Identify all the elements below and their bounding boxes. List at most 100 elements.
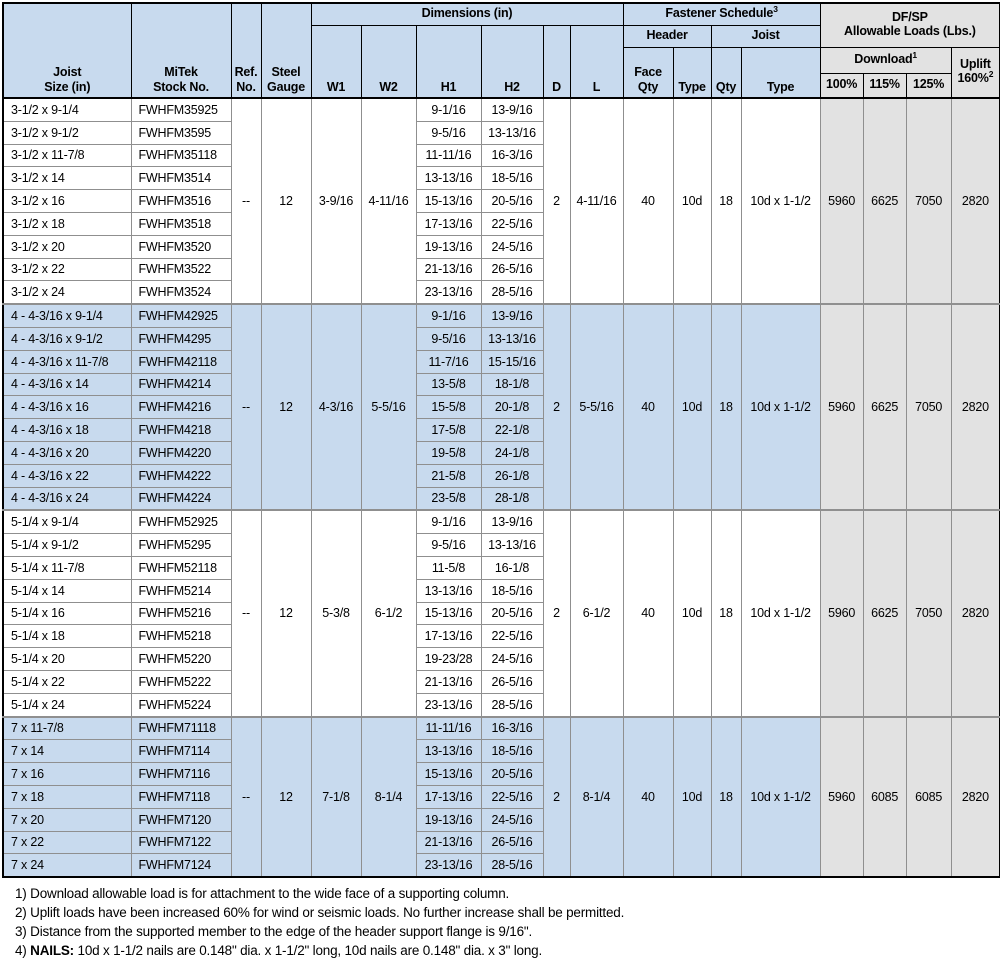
h2-cell: 22-5/16 — [480, 624, 544, 649]
joist-size-cell: 4 - 4-3/16 x 18 — [2, 418, 132, 442]
w2-cell: 8-1/4 — [360, 716, 417, 878]
w1-cell: 4-3/16 — [310, 303, 362, 511]
table-row: 3-1/2 x 16 FWHFM3516 15-13/16 20-5/16 — [2, 189, 1000, 213]
table-row: 3-1/2 x 11-7/8 FWHFM35118 11-11/16 16-3/16 — [2, 143, 1000, 168]
h2-cell: 24-5/16 — [480, 647, 544, 671]
col-header-joist-size: Joist Size (in) — [2, 2, 132, 99]
h2-cell: 28-1/8 — [480, 486, 544, 511]
h1-cell: 15-13/16 — [415, 762, 482, 786]
h1-cell: 23-13/16 — [415, 692, 482, 718]
stock-no-cell: FWHFM7114 — [130, 739, 232, 764]
joist-size-cell: 5-1/4 x 9-1/4 — [2, 509, 132, 535]
stock-no-cell: FWHFM52118 — [130, 555, 232, 580]
steel-gauge-cell: 12 — [260, 509, 312, 718]
w1-cell: 3-9/16 — [310, 97, 362, 305]
joist-size-cell: 4 - 4-3/16 x 11-7/8 — [2, 349, 132, 374]
footnote-2: 2) Uplift loads have been increased 60% … — [15, 905, 625, 921]
download-125-cell: 7050 — [905, 509, 952, 718]
h2-cell: 28-5/16 — [480, 280, 544, 305]
col-header-ref-no: Ref. No. — [230, 2, 262, 99]
table-row: 3-1/2 x 9-1/2 FWHFM3595 9-5/16 13-13/16 — [2, 120, 1000, 145]
h1-cell: 19-13/16 — [415, 234, 482, 259]
col-header-header-type: Type — [672, 46, 712, 99]
h1-cell: 11-11/16 — [415, 143, 482, 168]
table-row: 7 x 22 FWHFM7122 21-13/16 26-5/16 — [2, 830, 1000, 855]
joist-size-cell: 5-1/4 x 11-7/8 — [2, 555, 132, 580]
joist-size-group-2: 4 - 4-3/16 x 9-1/4 FWHFM42925 -- 12 4-3/16 5-… — [2, 303, 1000, 511]
h1-cell: 17-5/8 — [415, 418, 482, 442]
header-nail-type-cell: 10d — [672, 716, 712, 878]
stock-no-cell: FWHFM5214 — [130, 578, 232, 603]
header-nail-type-cell: 10d — [672, 303, 712, 511]
steel-gauge-cell: 12 — [260, 716, 312, 878]
h1-cell: 23-13/16 — [415, 280, 482, 305]
table-row: 5-1/4 x 11-7/8 FWHFM52118 11-5/8 16-1/8 — [2, 555, 1000, 580]
col-group-header-fasteners: Header — [622, 24, 712, 48]
joist-size-group-4: 7 x 11-7/8 FWHFM71118 -- 12 7-1/8 8-1/4 11-11/… — [2, 716, 1000, 878]
joist-size-cell: 4 - 4-3/16 x 9-1/4 — [2, 303, 132, 328]
table-row: 3-1/2 x 22 FWHFM3522 21-13/16 26-5/16 — [2, 257, 1000, 282]
h2-cell: 22-5/16 — [480, 211, 544, 236]
face-qty-cell: 40 — [622, 97, 674, 305]
h1-cell: 21-13/16 — [415, 669, 482, 694]
h2-cell: 26-1/8 — [480, 463, 544, 488]
h2-cell: 18-5/16 — [480, 739, 544, 764]
stock-no-cell: FWHFM3522 — [130, 257, 232, 282]
stock-no-cell: FWHFM3595 — [130, 120, 232, 145]
col-header-joist-type: Type — [740, 46, 821, 99]
h2-cell: 22-1/8 — [480, 418, 544, 442]
stock-no-cell: FWHFM3514 — [130, 166, 232, 191]
uplift-cell: 2820 — [950, 97, 1000, 305]
stock-no-cell: FWHFM7122 — [130, 830, 232, 855]
h2-cell: 16-3/16 — [480, 143, 544, 168]
joist-size-cell: 7 x 14 — [2, 739, 132, 764]
h1-cell: 17-13/16 — [415, 624, 482, 649]
joist-size-cell: 7 x 24 — [2, 853, 132, 878]
joist-size-cell: 3-1/2 x 18 — [2, 211, 132, 236]
stock-no-cell: FWHFM4224 — [130, 486, 232, 511]
stock-no-cell: FWHFM5295 — [130, 533, 232, 557]
table-row: 4 - 4-3/16 x 9-1/4 FWHFM42925 -- 12 4-3/16 5-… — [2, 303, 1000, 511]
h2-cell: 18-5/16 — [480, 166, 544, 191]
joist-size-cell: 3-1/2 x 16 — [2, 189, 132, 213]
table-row: 4 - 4-3/16 x 20 FWHFM4220 19-5/8 24-1/8 — [2, 440, 1000, 465]
table-row: 4 - 4-3/16 x 24 FWHFM4224 23-5/8 28-1/8 — [2, 486, 1000, 511]
h2-cell: 16-1/8 — [480, 555, 544, 580]
ref-no-cell: -- — [230, 303, 262, 511]
stock-no-cell: FWHFM42925 — [130, 303, 232, 328]
stock-no-cell: FWHFM7118 — [130, 784, 232, 809]
joist-size-cell: 5-1/4 x 9-1/2 — [2, 533, 132, 557]
col-header-stock-no: MiTek Stock No. — [130, 2, 232, 99]
d-cell: 2 — [542, 509, 571, 718]
h1-cell: 15-13/16 — [415, 189, 482, 213]
h2-cell: 13-13/16 — [480, 533, 544, 557]
stock-no-cell: FWHFM4216 — [130, 395, 232, 420]
col-header-125: 125% — [905, 72, 952, 99]
h2-cell: 13-9/16 — [480, 303, 544, 328]
l-cell: 6-1/2 — [569, 509, 624, 718]
stock-no-cell: FWHFM4218 — [130, 418, 232, 442]
joist-size-cell: 5-1/4 x 18 — [2, 624, 132, 649]
joist-size-cell: 5-1/4 x 22 — [2, 669, 132, 694]
h1-cell: 9-5/16 — [415, 533, 482, 557]
table-row: 7 x 16 FWHFM7116 15-13/16 20-5/16 — [2, 762, 1000, 786]
table-row: 5-1/4 x 18 FWHFM5218 17-13/16 22-5/16 — [2, 624, 1000, 649]
table-row: 3-1/2 x 14 FWHFM3514 13-13/16 18-5/16 — [2, 166, 1000, 191]
stock-no-cell: FWHFM35925 — [130, 97, 232, 122]
stock-no-cell: FWHFM4295 — [130, 326, 232, 351]
joist-size-cell: 7 x 11-7/8 — [2, 716, 132, 741]
download-115-cell: 6625 — [862, 509, 907, 718]
stock-no-cell: FWHFM3518 — [130, 211, 232, 236]
h1-cell: 11-7/16 — [415, 349, 482, 374]
w2-cell: 5-5/16 — [360, 303, 417, 511]
table-row: 5-1/4 x 9-1/2 FWHFM5295 9-5/16 13-13/16 — [2, 533, 1000, 557]
stock-no-cell: FWHFM4222 — [130, 463, 232, 488]
col-group-fastener-schedule: Fastener Schedule3 — [622, 2, 821, 26]
h1-cell: 13-13/16 — [415, 166, 482, 191]
joist-size-cell: 4 - 4-3/16 x 9-1/2 — [2, 326, 132, 351]
uplift-cell: 2820 — [950, 509, 1000, 718]
l-cell: 8-1/4 — [569, 716, 624, 878]
table-row: 5-1/4 x 14 FWHFM5214 13-13/16 18-5/16 — [2, 578, 1000, 603]
col-header-uplift: Uplift 160%2 — [950, 46, 1000, 99]
stock-no-cell: FWHFM3524 — [130, 280, 232, 305]
